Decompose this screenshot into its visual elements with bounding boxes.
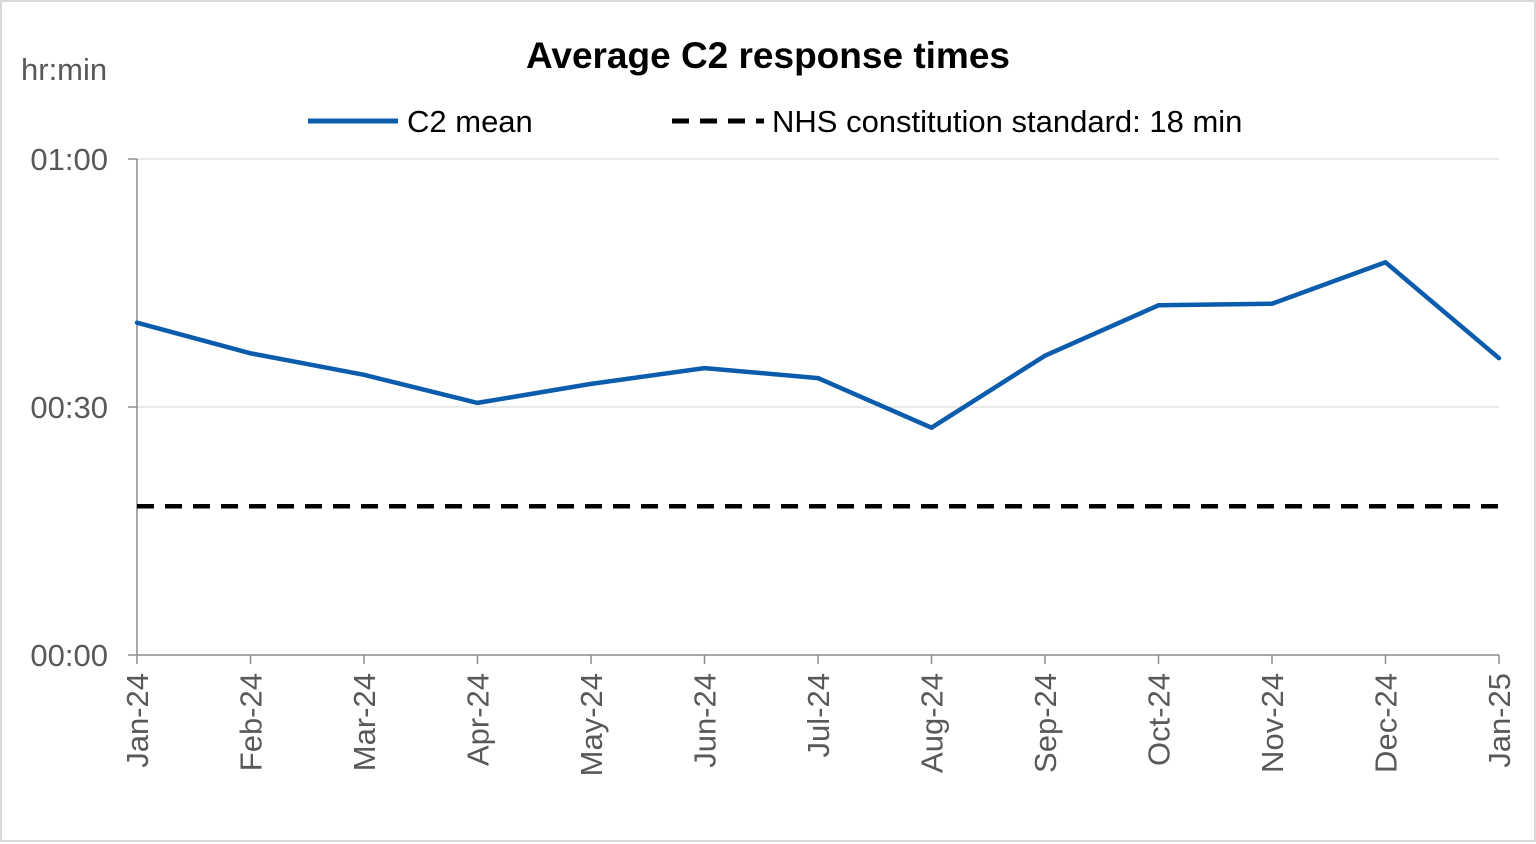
data-point [702, 365, 707, 371]
x-axis-ticks: Jan-24 Feb-24 Mar-24 Apr-24 May-24 Jun-24 Jul-… [120, 673, 1517, 776]
x-tick-label: May-24 [574, 673, 609, 776]
data-point [1156, 303, 1161, 308]
x-tick-label: Nov-24 [1255, 673, 1290, 773]
series [134, 260, 1502, 509]
y-tick-label: 00:00 [30, 638, 108, 673]
data-point [1269, 301, 1275, 306]
axes [128, 158, 1500, 664]
y-axis-ticks: 00:00 00:30 01:00 [30, 142, 108, 673]
y-tick-label: 00:30 [30, 390, 108, 425]
x-tick-label: Jan-24 [120, 673, 155, 768]
y-tick-label: 01:00 [30, 142, 108, 177]
x-tick-label: Sep-24 [1028, 673, 1063, 773]
x-tick-label: Jul-24 [801, 673, 836, 757]
data-point [361, 372, 367, 377]
data-point [134, 320, 140, 325]
x-tick-label: Jan-25 [1482, 673, 1517, 768]
x-tick-label: Feb-24 [234, 673, 269, 771]
chart-title: Average C2 response times [526, 35, 1010, 76]
x-tick-label: Oct-24 [1142, 673, 1177, 766]
legend-label-c2-mean: C2 mean [407, 104, 533, 139]
x-tick-label: Apr-24 [461, 673, 496, 766]
data-point [475, 400, 480, 406]
data-point [1383, 260, 1388, 265]
y-axis-unit-label: hr:min [21, 52, 107, 87]
data-point [1496, 356, 1502, 361]
data-point [248, 351, 253, 356]
legend: C2 mean NHS constitution standard: 18 mi… [308, 104, 1242, 139]
data-point [1042, 353, 1048, 358]
legend-label-nhs-standard: NHS constitution standard: 18 min [772, 104, 1242, 139]
x-tick-label: Dec-24 [1369, 673, 1404, 773]
data-point [588, 381, 594, 387]
gridlines [137, 158, 1499, 408]
series-line-c2-mean [136, 260, 1501, 430]
x-tick-label: Mar-24 [347, 673, 382, 771]
data-point [815, 375, 821, 381]
x-tick-label: Jun-24 [688, 673, 723, 768]
data-point [929, 425, 934, 430]
x-tick-label: Aug-24 [915, 673, 950, 773]
